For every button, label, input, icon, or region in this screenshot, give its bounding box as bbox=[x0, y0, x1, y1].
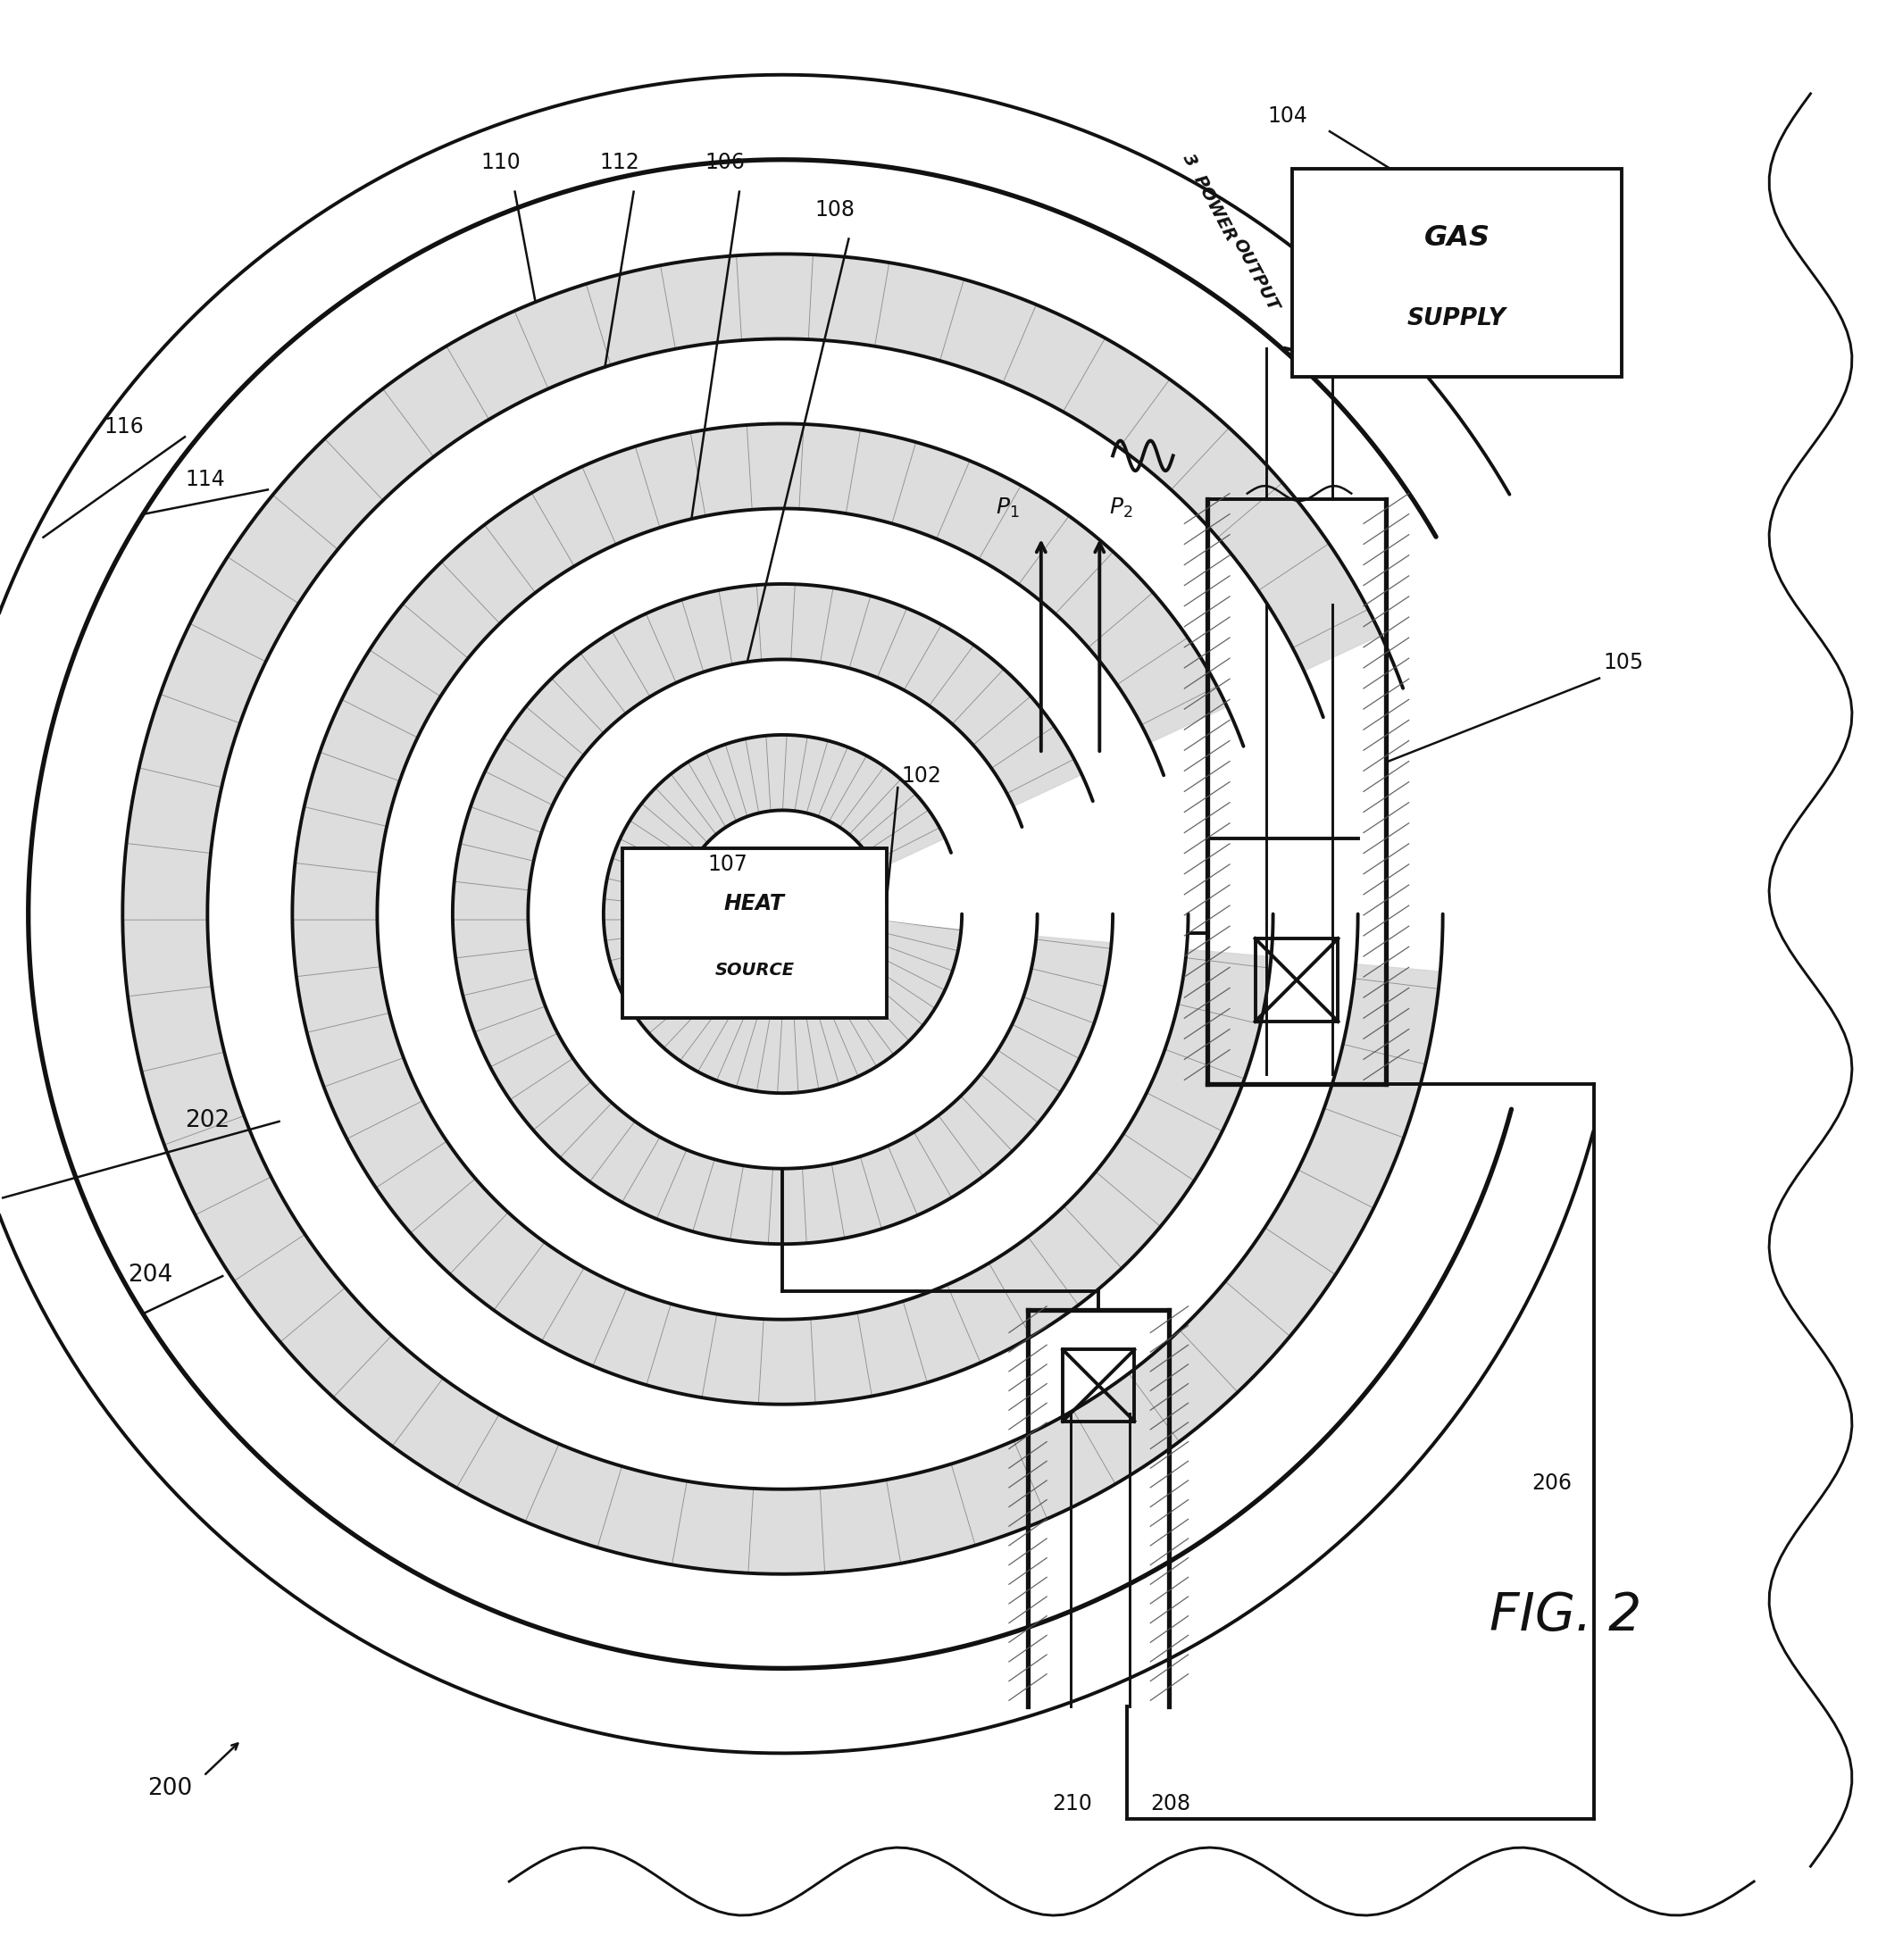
Text: 112: 112 bbox=[600, 153, 639, 174]
Text: 102: 102 bbox=[902, 764, 941, 786]
Bar bbox=[622, 849, 886, 1017]
Text: 105: 105 bbox=[1603, 653, 1643, 674]
Text: 104: 104 bbox=[1267, 106, 1307, 125]
Text: 3  POWER: 3 POWER bbox=[1179, 151, 1239, 245]
Bar bbox=[1064, 1350, 1135, 1421]
Text: 210: 210 bbox=[1052, 1793, 1092, 1815]
Text: GAS: GAS bbox=[1424, 223, 1490, 251]
Text: 106: 106 bbox=[705, 153, 745, 174]
Text: $P_1$: $P_1$ bbox=[996, 496, 1020, 519]
Polygon shape bbox=[123, 255, 1441, 1574]
Text: 200: 200 bbox=[147, 1778, 192, 1799]
Text: 206: 206 bbox=[1531, 1472, 1571, 1494]
Polygon shape bbox=[453, 584, 1111, 1245]
Text: 108: 108 bbox=[815, 200, 854, 221]
Text: SOURCE: SOURCE bbox=[715, 962, 794, 978]
Polygon shape bbox=[604, 735, 962, 1094]
Text: 110: 110 bbox=[481, 153, 521, 174]
Text: OUTPUT: OUTPUT bbox=[1230, 235, 1282, 314]
Text: FIG. 2: FIG. 2 bbox=[1490, 1590, 1643, 1641]
Text: 208: 208 bbox=[1150, 1793, 1190, 1815]
Text: 116: 116 bbox=[104, 416, 143, 437]
Polygon shape bbox=[292, 423, 1271, 1403]
Bar bbox=[1292, 169, 1622, 376]
Text: 202: 202 bbox=[185, 1109, 230, 1133]
Text: $P_2$: $P_2$ bbox=[1109, 496, 1133, 519]
Bar bbox=[1256, 939, 1339, 1021]
Text: HEAT: HEAT bbox=[724, 894, 785, 915]
Text: SUPPLY: SUPPLY bbox=[1407, 308, 1507, 329]
Text: 107: 107 bbox=[707, 855, 747, 874]
Text: 114: 114 bbox=[185, 468, 224, 490]
Text: 204: 204 bbox=[128, 1264, 174, 1288]
